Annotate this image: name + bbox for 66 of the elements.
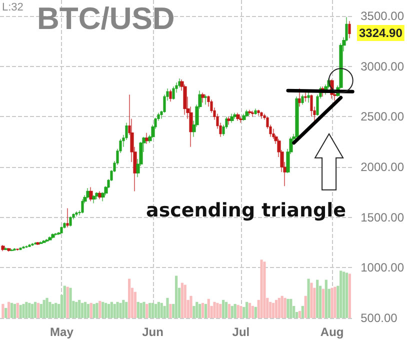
- candlestick: [295, 96, 299, 138]
- candlestick: [45, 238, 49, 242]
- candlestick: [307, 91, 310, 103]
- candlestick: [251, 110, 254, 118]
- candlestick: [245, 109, 249, 118]
- candlestick: [298, 88, 301, 107]
- candlestick: [19, 247, 22, 250]
- y-tick-label: 2000.00: [360, 160, 404, 174]
- candlestick: [257, 109, 260, 116]
- chart-title: BTC/USD: [37, 1, 175, 36]
- candlestick: [34, 242, 37, 245]
- candlestick: [39, 241, 43, 244]
- candlestick: [75, 211, 78, 217]
- candlestick: [204, 94, 207, 105]
- candlestick: [348, 20, 351, 39]
- candlestick: [36, 242, 40, 246]
- candlestick: [201, 92, 205, 103]
- candlestick: [13, 248, 16, 251]
- candlestick: [10, 248, 14, 252]
- candlestick: [310, 94, 313, 118]
- text: 3324.90: [359, 26, 403, 40]
- y-tick-label: 500.00: [360, 311, 398, 325]
- x-tick-label: Jun: [142, 325, 164, 339]
- candlestick: [1, 244, 5, 252]
- candlestick: [260, 111, 263, 120]
- candlestick: [66, 208, 69, 228]
- y-tick-label: 1500.00: [360, 210, 404, 224]
- candlestick: [145, 132, 149, 144]
- candlestick: [304, 92, 307, 102]
- candlestick: [4, 247, 8, 250]
- candlestick: [51, 233, 55, 239]
- candlestick: [172, 86, 175, 100]
- candlestick: [236, 112, 240, 122]
- x-tick-label: Aug: [320, 325, 344, 339]
- candlestick: [239, 116, 243, 124]
- candlestick: [28, 244, 31, 248]
- candlestick: [89, 186, 93, 202]
- x-tick-label: May: [50, 325, 74, 339]
- candlestick: [16, 248, 19, 251]
- candlestick: [31, 242, 34, 246]
- candlestick: [242, 113, 246, 122]
- candlestick: [301, 94, 304, 105]
- candlestick: [233, 112, 237, 120]
- candlestick: [7, 248, 11, 252]
- annotation: ascending triangle: [146, 200, 346, 222]
- candlestick: [69, 216, 72, 227]
- y-tick-label: 3500.00: [360, 9, 404, 24]
- candlestick: [95, 192, 99, 200]
- candlestick: [60, 226, 63, 234]
- candlestick: [230, 113, 234, 124]
- candlestick: [48, 236, 52, 241]
- candlestick: [254, 108, 257, 116]
- y-tick-label: 1000.00: [360, 260, 404, 275]
- candlestick: [98, 190, 102, 200]
- candlestick: [81, 198, 84, 214]
- candlestick: [92, 194, 96, 204]
- x-tick-label: Jul: [232, 325, 250, 339]
- candlestick: [54, 232, 58, 236]
- annotation: L:32: [2, 2, 24, 14]
- candlestick: [169, 89, 172, 102]
- candlestick: [227, 116, 231, 126]
- y-tick-label: 3000.00: [360, 59, 404, 74]
- candlestick: [248, 109, 252, 116]
- candlestick: [42, 240, 46, 244]
- candlestick: [22, 246, 25, 249]
- y-tick-label: 2500.00: [360, 110, 404, 124]
